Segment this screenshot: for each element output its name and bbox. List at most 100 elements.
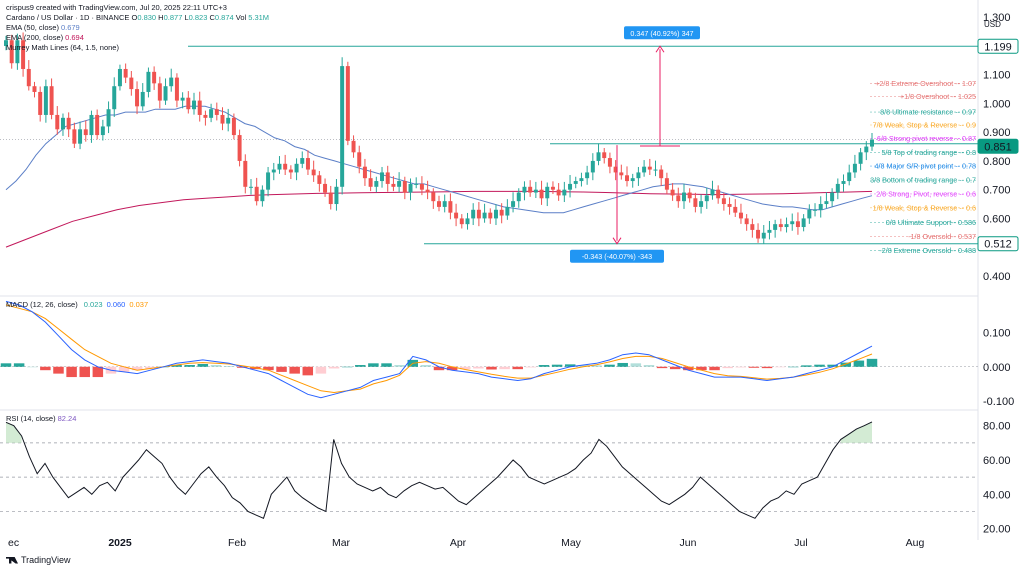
macd-tick-label: 0.000: [983, 362, 1011, 374]
candle-body: [664, 178, 669, 190]
macd-histogram-bar: [131, 366, 143, 371]
candle-body: [756, 229, 761, 239]
macd-values: 0.023 0.060 0.037: [80, 300, 148, 309]
macd-histogram-bar: [840, 362, 852, 367]
macd-axis[interactable]: 0.100 0.000 -0.100: [983, 327, 1014, 408]
macd-histogram-bar: [748, 366, 760, 368]
macd-histogram-bar: [223, 366, 235, 367]
macd-histogram-bar: [355, 365, 366, 367]
murrey-line-label: -2/8 Extreme Oversold-- 0.488: [879, 246, 976, 255]
candle-body: [511, 201, 516, 207]
ohlc-key: H: [158, 13, 164, 22]
candle-body: [596, 152, 601, 161]
candle-body: [858, 152, 863, 164]
macd-histogram-bar: [328, 366, 340, 369]
candle-body: [818, 204, 823, 210]
candle-body: [283, 163, 288, 170]
candle-body: [642, 166, 647, 173]
price-badge-label: 0.851: [984, 141, 1012, 153]
ohlc-key: C: [209, 13, 215, 22]
price-badge-bg: [977, 236, 1019, 252]
measure-down-label: -0.343 (-40.07%) -343: [582, 252, 652, 261]
macd-histogram-bar: [630, 363, 642, 367]
macd-histogram-bar: [709, 366, 720, 371]
candle-body: [26, 68, 31, 87]
candle-body: [129, 77, 134, 90]
macd-legend[interactable]: MACD (12, 26, close) 0.023 0.060 0.037: [6, 300, 148, 309]
candle-body: [505, 206, 510, 216]
candle-body: [437, 201, 441, 207]
candle-body: [545, 186, 550, 199]
rsi-axis[interactable]: 80.00 60.00 40.00 20.00: [983, 421, 1011, 536]
candle-body: [385, 172, 390, 184]
ohlc-value: 0.874: [214, 13, 236, 22]
candle-body: [431, 192, 436, 202]
candle-body: [835, 183, 840, 193]
macd-pane: [0, 300, 978, 399]
macd-histogram-bar: [184, 365, 195, 367]
murrey-line-label: 0/8 Ultimate Support-- 0.586: [886, 218, 976, 227]
candle-body: [323, 183, 328, 193]
candle-body: [704, 195, 709, 202]
macd-histogram-bar: [788, 366, 799, 368]
candle-body: [550, 186, 555, 190]
price-badge-bg: [977, 38, 1019, 54]
ema-50-series: [5, 105, 873, 214]
candle-body: [317, 175, 322, 184]
macd-histogram-bar: [525, 366, 537, 368]
murrey-line-label: 7/8 Weak, Stop & Reverse -- 0.9: [873, 121, 976, 130]
candle-body: [419, 183, 424, 190]
macd-histogram-bar: [801, 365, 812, 367]
price-badges: 1.199 0.851 0.512: [977, 38, 1019, 252]
time-tick-label: Apr: [450, 537, 467, 549]
macd-histogram-bar: [564, 364, 576, 367]
macd-histogram-bar: [53, 366, 64, 374]
candle-body: [602, 152, 607, 159]
candle-body: [237, 135, 242, 161]
candle-body: [391, 183, 396, 187]
candle-body: [414, 183, 419, 185]
rsi-tick-label: 80.00: [983, 421, 1011, 433]
candle-body: [106, 109, 111, 127]
time-axis[interactable]: ec 2025 Feb Mar Apr May Jun Jul Aug: [8, 537, 924, 549]
ema50-legend[interactable]: EMA (50, close) 0.679: [6, 23, 80, 32]
candle-body: [841, 181, 846, 184]
candle-body: [590, 160, 595, 173]
candlestick-series: [4, 32, 874, 244]
macd-histogram-bar: [171, 365, 182, 367]
candle-body: [681, 192, 686, 202]
macd-label: MACD (12, 26, close): [6, 300, 78, 309]
candle-body: [49, 86, 54, 115]
candle-body: [767, 229, 772, 233]
tradingview-logo[interactable]: TradingView: [6, 555, 71, 565]
candle-body: [83, 129, 88, 136]
candle-body: [334, 186, 339, 205]
rsi-legend[interactable]: RSI (14, close) 82.24: [6, 414, 76, 423]
macd-histogram-bar: [512, 366, 523, 370]
rsi-label: RSI (14, close): [6, 414, 56, 423]
candle-body: [21, 40, 26, 69]
murrey-legend[interactable]: Murrey Math Lines (64, 1.5, none): [6, 43, 119, 52]
macd-histogram-bar: [289, 366, 300, 374]
ema200-legend[interactable]: EMA (200, close) 0.694: [6, 33, 84, 42]
ema50-label: EMA (50, close): [6, 23, 59, 32]
macd-histogram-bar: [263, 366, 274, 371]
candle-body: [795, 221, 800, 228]
price-tick-label: 1.000: [983, 98, 1011, 110]
macd-histogram-bar: [118, 366, 130, 372]
candle-body: [15, 40, 20, 64]
symbol-title: Cardano / US Dollar · 1D · BINANCE: [6, 13, 130, 22]
candle-body: [488, 212, 493, 219]
candle-body: [738, 212, 743, 219]
candle-body: [32, 86, 37, 92]
macd-histogram-bar: [459, 366, 471, 370]
candle-body: [761, 232, 766, 239]
murrey-line-label: +2/8 Extreme Overshoot -- 1.07: [875, 79, 976, 88]
candle-body: [613, 166, 618, 173]
candle-body: [744, 218, 749, 225]
symbol-line[interactable]: Cardano / US Dollar · 1D · BINANCE O0.83…: [6, 13, 269, 22]
macd-histogram-bar: [13, 363, 25, 367]
macd-value: 0.060: [106, 300, 126, 309]
rsi-pane: [0, 421, 978, 519]
